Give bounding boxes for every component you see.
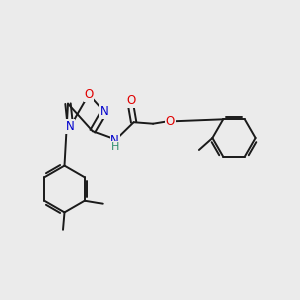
Text: O: O (166, 115, 175, 128)
Text: N: N (66, 120, 75, 133)
Text: O: O (126, 94, 135, 107)
Text: N: N (110, 134, 119, 147)
Text: H: H (110, 142, 119, 152)
Text: O: O (84, 88, 94, 101)
Text: N: N (100, 105, 109, 118)
